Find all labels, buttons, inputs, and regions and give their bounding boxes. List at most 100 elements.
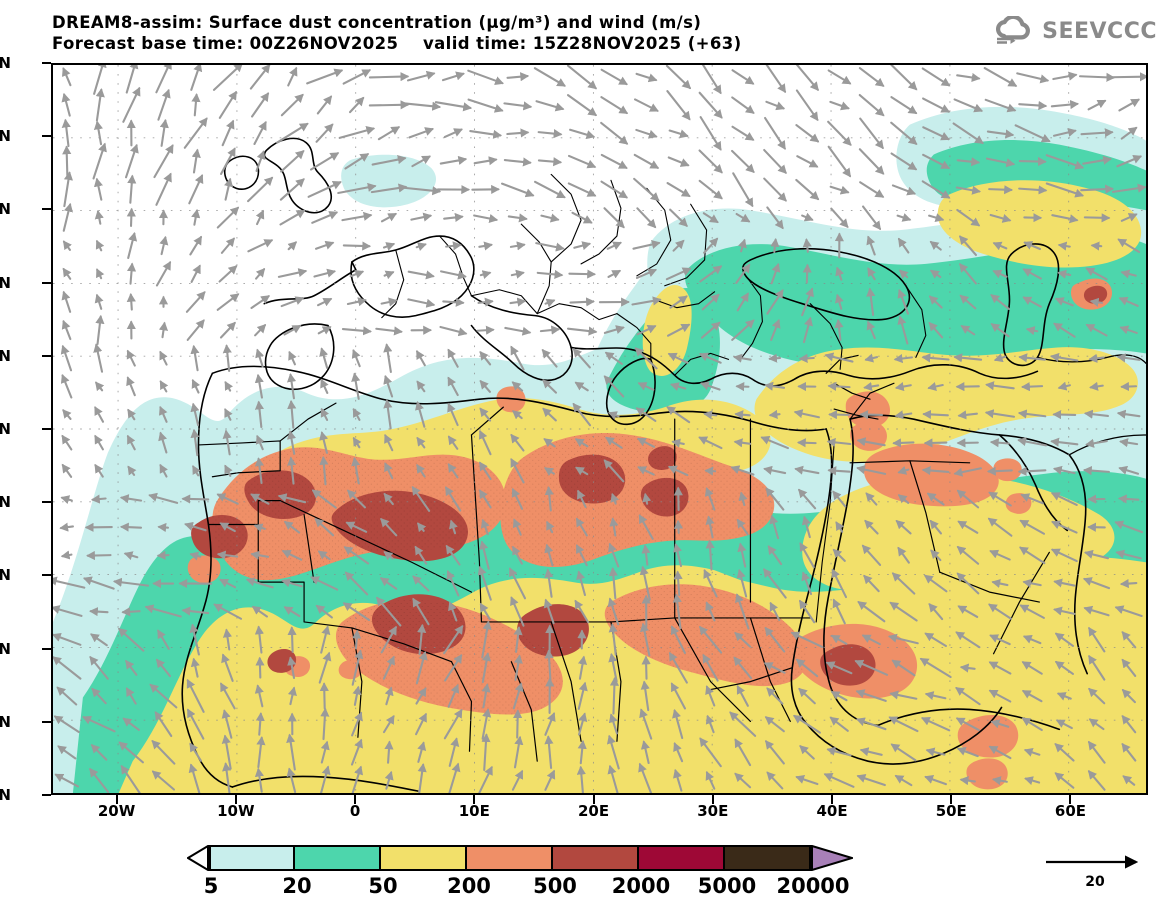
wind-arrow <box>348 96 365 114</box>
wind-arrow <box>447 463 459 479</box>
wind-arrow <box>447 435 459 450</box>
wind-arrow <box>1090 241 1103 251</box>
wind-arrow <box>640 740 650 765</box>
wind-arrow <box>287 399 297 429</box>
wind-arrow <box>61 434 73 451</box>
wind-arrow <box>535 242 565 252</box>
wind-arrow <box>990 323 1010 338</box>
wind-arrow <box>320 707 330 741</box>
wind-arrow <box>125 687 137 705</box>
wind-arrow <box>635 268 658 279</box>
wind-arrow <box>62 267 72 280</box>
wind-arrow <box>510 433 525 452</box>
wind-arrow <box>829 100 850 111</box>
wind-arrow <box>544 467 555 476</box>
wind-arrow <box>1082 466 1110 476</box>
wind-arrow <box>1017 409 1047 419</box>
wind-arrow <box>736 569 748 598</box>
wind-arrow <box>573 241 592 251</box>
wind-arrow <box>1054 297 1074 307</box>
wind-arrow <box>763 662 786 674</box>
wind-arrow <box>854 659 889 676</box>
wind-arrow <box>53 656 82 680</box>
wind-arrow <box>989 213 1012 223</box>
wind-arrow <box>446 570 460 597</box>
wind-arrow <box>186 678 205 713</box>
wind-arrow <box>159 463 168 478</box>
wind-arrow <box>406 70 436 82</box>
wind-arrow <box>512 545 523 565</box>
wind-arrow <box>834 293 844 310</box>
wind-arrow <box>864 353 879 363</box>
wind-arrow <box>921 180 951 199</box>
lat-tick-mark <box>42 281 51 284</box>
wind-arrow <box>926 492 945 506</box>
wind-arrow <box>317 326 332 335</box>
wind-arrow <box>253 523 266 533</box>
wind-arrow <box>990 719 1010 729</box>
wind-arrow <box>382 242 396 251</box>
wind-arrow <box>120 764 141 793</box>
wind-arrow <box>408 127 434 139</box>
wind-arrow <box>94 463 104 478</box>
wind-arrow <box>191 148 201 174</box>
wind-arrow <box>866 235 876 256</box>
wind-arrow <box>407 298 436 308</box>
wind-arrow <box>700 321 721 339</box>
wind-arrow <box>509 241 526 251</box>
wind-arrow <box>255 712 265 736</box>
wind-arrow <box>478 461 492 481</box>
wind-arrow <box>798 488 817 510</box>
wind-arrow <box>734 631 752 648</box>
wind-arrow <box>314 240 335 250</box>
wind-arrow <box>700 381 721 391</box>
wind-arrow <box>730 465 755 476</box>
wind-arrow <box>412 575 430 592</box>
wind-arrow <box>957 605 979 619</box>
colorbar-label-200: 200 <box>447 874 491 898</box>
wind-arrow <box>151 739 176 765</box>
wind-arrow <box>417 763 427 793</box>
wind-arrow <box>477 297 494 307</box>
wind-arrow <box>126 349 136 367</box>
wind-arrow <box>569 297 595 307</box>
wind-arrow <box>144 604 182 618</box>
wind-arrow <box>607 764 619 793</box>
wind-arrow <box>310 152 340 171</box>
wind-arrow <box>802 263 812 284</box>
wind-arrow <box>319 347 329 369</box>
wind-arrow <box>1056 692 1072 701</box>
wind-arrow <box>703 237 719 254</box>
wind-arrow <box>1088 718 1105 731</box>
wind-arrow <box>637 466 655 476</box>
wind-arrow <box>127 174 137 204</box>
wind-arrow <box>956 572 980 595</box>
wind-arrow <box>633 177 660 202</box>
wind-arrow <box>61 319 72 341</box>
wind-arrow <box>988 661 1012 675</box>
wind-arrow <box>417 522 427 533</box>
wind-arrow <box>90 744 108 761</box>
wind-arrow <box>641 655 651 680</box>
wind-arrow <box>923 438 948 448</box>
wind-arrow <box>151 770 176 791</box>
wind-arrow <box>957 410 978 420</box>
wind-arrow <box>729 711 757 737</box>
wind-arrow <box>155 172 172 206</box>
wind-arrow <box>766 687 784 705</box>
wind-arrow <box>795 124 820 143</box>
wind-arrow <box>544 769 556 791</box>
wind-arrow <box>509 297 527 307</box>
wind-arrow <box>543 438 556 448</box>
wind-arrow <box>212 65 243 91</box>
wind-arrow <box>922 126 950 141</box>
lat-tick-mark <box>42 62 51 64</box>
wind-arrow <box>506 128 530 138</box>
wind-arrow <box>254 400 265 429</box>
wind-arrow <box>1088 687 1106 705</box>
lon-tick-20W: 20W <box>97 802 136 820</box>
wind-arrow <box>1051 520 1078 534</box>
wind-arrow <box>1021 382 1044 392</box>
wind-arrow <box>448 601 458 622</box>
wind-arrow <box>670 625 686 654</box>
